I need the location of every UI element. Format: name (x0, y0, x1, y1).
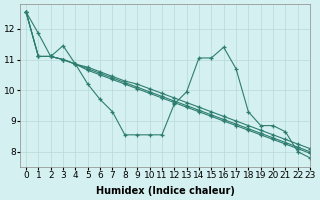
X-axis label: Humidex (Indice chaleur): Humidex (Indice chaleur) (96, 186, 235, 196)
